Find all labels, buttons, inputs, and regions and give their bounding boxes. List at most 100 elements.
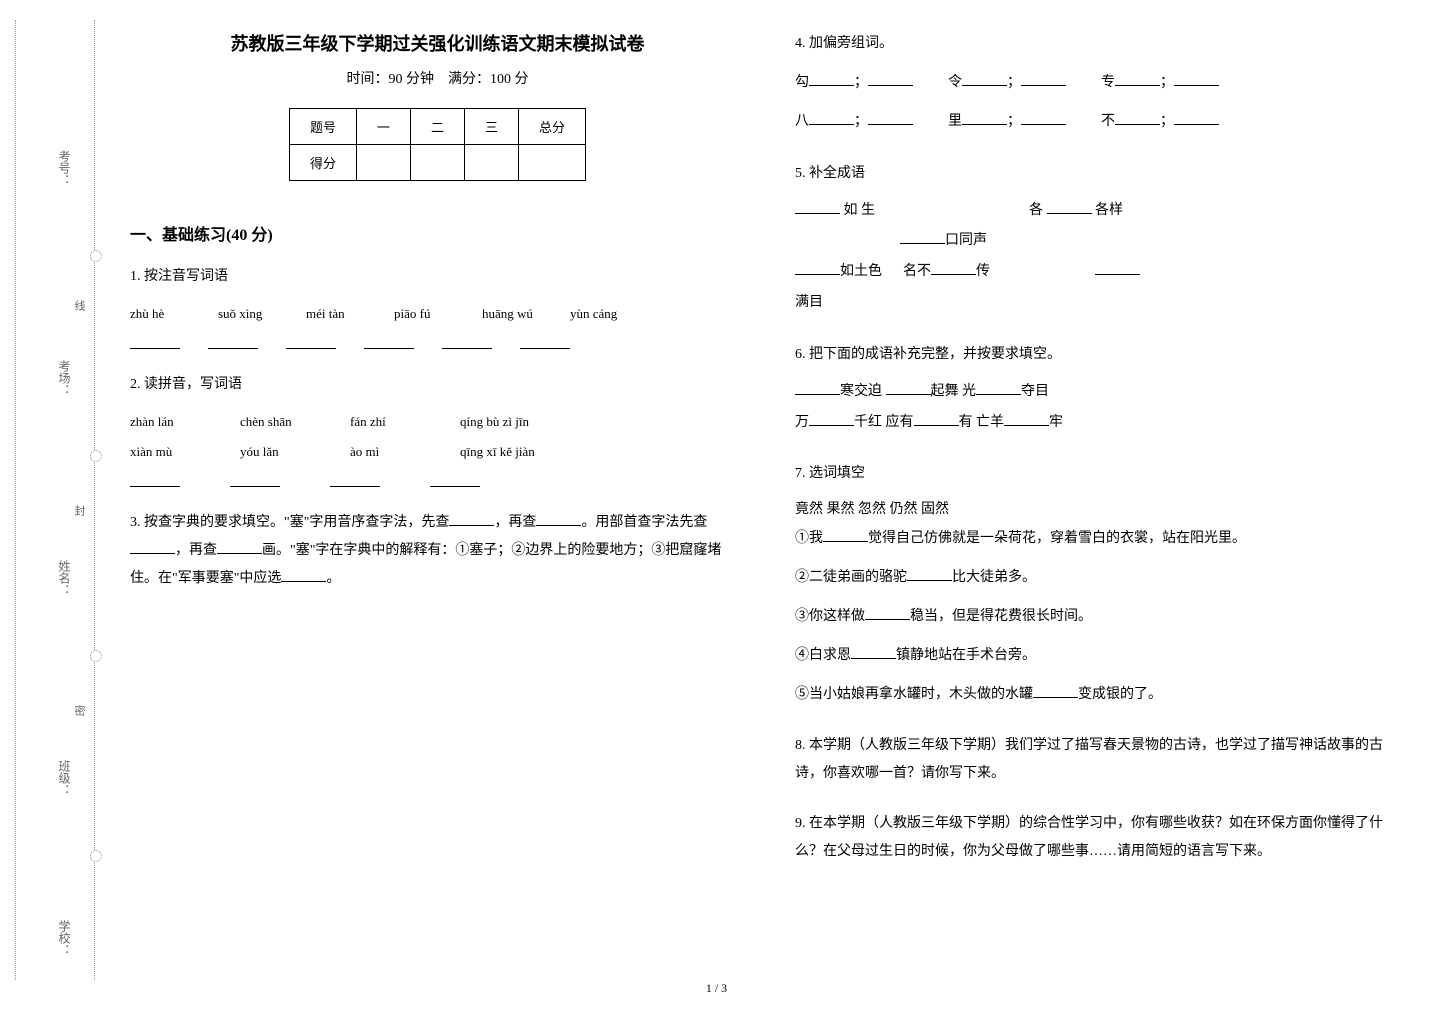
binding-circle bbox=[90, 450, 102, 462]
question-2: 2. 读拼音，写词语 zhàn lán chèn shān fán zhí qí… bbox=[130, 371, 745, 487]
blank bbox=[868, 111, 913, 125]
th-total: 总分 bbox=[519, 109, 586, 145]
blank bbox=[851, 645, 896, 659]
th-2: 二 bbox=[410, 109, 464, 145]
binding-sep-xian: 线 bbox=[71, 300, 87, 311]
blank bbox=[976, 381, 1021, 395]
q7-item2a: ②二徒弟画的骆驼 bbox=[795, 570, 907, 585]
q7-item3b: 稳当，但是得花费很长时间。 bbox=[910, 609, 1092, 624]
q4-label: 4. 加偏旁组词。 bbox=[795, 30, 1410, 58]
char: 令 bbox=[948, 75, 962, 90]
blank bbox=[1115, 72, 1160, 86]
sep: ； bbox=[1007, 75, 1021, 90]
binding-sep-mi: 密 bbox=[71, 705, 87, 716]
score-label: 满分：100 分 bbox=[448, 72, 529, 87]
table-row: 得分 bbox=[289, 145, 585, 181]
binding-label-name: 姓名： bbox=[56, 560, 73, 596]
exam-subtitle: 时间：90 分钟 满分：100 分 bbox=[130, 68, 745, 88]
td-blank bbox=[465, 145, 519, 181]
char: 不 bbox=[1101, 114, 1115, 129]
pinyin: yùn cáng bbox=[570, 301, 630, 327]
binding-label-num: 考号： bbox=[56, 150, 73, 186]
table-row: 题号 一 二 三 总分 bbox=[289, 109, 585, 145]
q2-label: 2. 读拼音，写词语 bbox=[130, 371, 745, 399]
blank bbox=[430, 469, 480, 487]
idiom: 口同声 bbox=[945, 233, 987, 248]
blank bbox=[1021, 72, 1066, 86]
q3-part1: 3. 按查字典的要求填空。"塞"字用音序查字法，先查 bbox=[130, 515, 449, 530]
char: 勾 bbox=[795, 75, 809, 90]
question-6: 6. 把下面的成语补充完整，并按要求填空。 寒交迫 起舞 光夺目 万千红 应有有… bbox=[795, 341, 1410, 439]
sep: ； bbox=[1160, 75, 1174, 90]
blank bbox=[907, 567, 952, 581]
th-3: 三 bbox=[465, 109, 519, 145]
q5-label: 5. 补全成语 bbox=[795, 160, 1410, 188]
sep: ； bbox=[854, 75, 868, 90]
binding-label-room: 考场： bbox=[56, 360, 73, 396]
q3-part4: ，再查 bbox=[175, 543, 217, 558]
blank bbox=[1115, 111, 1160, 125]
q3-part2: ，再查 bbox=[494, 515, 536, 530]
idiom: 名不 bbox=[903, 264, 931, 279]
binding-sep-feng: 封 bbox=[71, 505, 87, 516]
q7-words: 竟然 果然 忽然 仍然 固然 bbox=[795, 496, 1410, 524]
idiom: 如 生 bbox=[840, 203, 875, 218]
binding-label-class: 班级： bbox=[56, 760, 73, 796]
pinyin: fán zhí bbox=[350, 409, 410, 435]
q1-label: 1. 按注音写词语 bbox=[130, 263, 745, 291]
char: 里 bbox=[948, 114, 962, 129]
pinyin: yóu lǎn bbox=[240, 439, 300, 465]
blank bbox=[130, 331, 180, 349]
idiom: 起舞 光 bbox=[931, 384, 977, 399]
blank bbox=[809, 72, 854, 86]
question-4: 4. 加偏旁组词。 勾； 令； 专； 八； 里； 不； bbox=[795, 30, 1410, 138]
char: 专 bbox=[1101, 75, 1115, 90]
q3-part3: 。用部首查字法先查 bbox=[581, 515, 707, 530]
blank bbox=[809, 412, 854, 426]
td-blank bbox=[356, 145, 410, 181]
idiom: 寒交迫 bbox=[840, 384, 886, 399]
content-area: 苏教版三年级下学期过关强化训练语文期末模拟试卷 时间：90 分钟 满分：100 … bbox=[130, 30, 1410, 888]
blank bbox=[364, 331, 414, 349]
idiom: 千红 应有 bbox=[854, 415, 914, 430]
blank bbox=[520, 331, 570, 349]
pinyin: zhàn lán bbox=[130, 409, 190, 435]
score-table: 题号 一 二 三 总分 得分 bbox=[289, 108, 586, 181]
blank bbox=[1004, 412, 1049, 426]
q7-item4b: 镇静地站在手术台旁。 bbox=[896, 648, 1036, 663]
pinyin: chèn shān bbox=[240, 409, 300, 435]
binding-circle bbox=[90, 850, 102, 862]
blank bbox=[536, 512, 581, 526]
binding-label-school: 学校： bbox=[56, 920, 73, 956]
right-column: 4. 加偏旁组词。 勾； 令； 专； 八； 里； 不； 5. 补全成语 bbox=[795, 30, 1410, 888]
blank bbox=[1021, 111, 1066, 125]
q7-item5a: ⑤当小姑娘再拿水罐时，木头做的水罐 bbox=[795, 687, 1033, 702]
blank bbox=[795, 261, 840, 275]
blank bbox=[1095, 261, 1140, 275]
q7-item2b: 比大徒弟多。 bbox=[952, 570, 1036, 585]
blank bbox=[914, 412, 959, 426]
blank bbox=[823, 528, 868, 542]
blank bbox=[962, 72, 1007, 86]
idiom: 如土色 bbox=[840, 264, 882, 279]
th-num: 题号 bbox=[289, 109, 356, 145]
q7-label: 7. 选词填空 bbox=[795, 460, 1410, 488]
q6-label: 6. 把下面的成语补充完整，并按要求填空。 bbox=[795, 341, 1410, 369]
pinyin: méi tàn bbox=[306, 301, 366, 327]
td-blank bbox=[410, 145, 464, 181]
q7-item4a: ④白求恩 bbox=[795, 648, 851, 663]
section1-title: 一、基础练习(40 分) bbox=[130, 221, 745, 245]
binding-strip: 学校： 班级： 密 姓名： 封 考场： 线 考号： bbox=[15, 20, 95, 980]
idiom: 牢 bbox=[1049, 415, 1063, 430]
idiom: 传 bbox=[976, 264, 990, 279]
blank bbox=[217, 540, 262, 554]
blank bbox=[809, 111, 854, 125]
pinyin: xiàn mù bbox=[130, 439, 190, 465]
idiom: 各 bbox=[1029, 203, 1047, 218]
blank bbox=[330, 469, 380, 487]
blank bbox=[1047, 200, 1092, 214]
blank bbox=[900, 230, 945, 244]
sep: ； bbox=[1007, 114, 1021, 129]
question-7: 7. 选词填空 竟然 果然 忽然 仍然 固然 ①我觉得自己仿佛就是一朵荷花，穿着… bbox=[795, 460, 1410, 710]
td-score-label: 得分 bbox=[289, 145, 356, 181]
